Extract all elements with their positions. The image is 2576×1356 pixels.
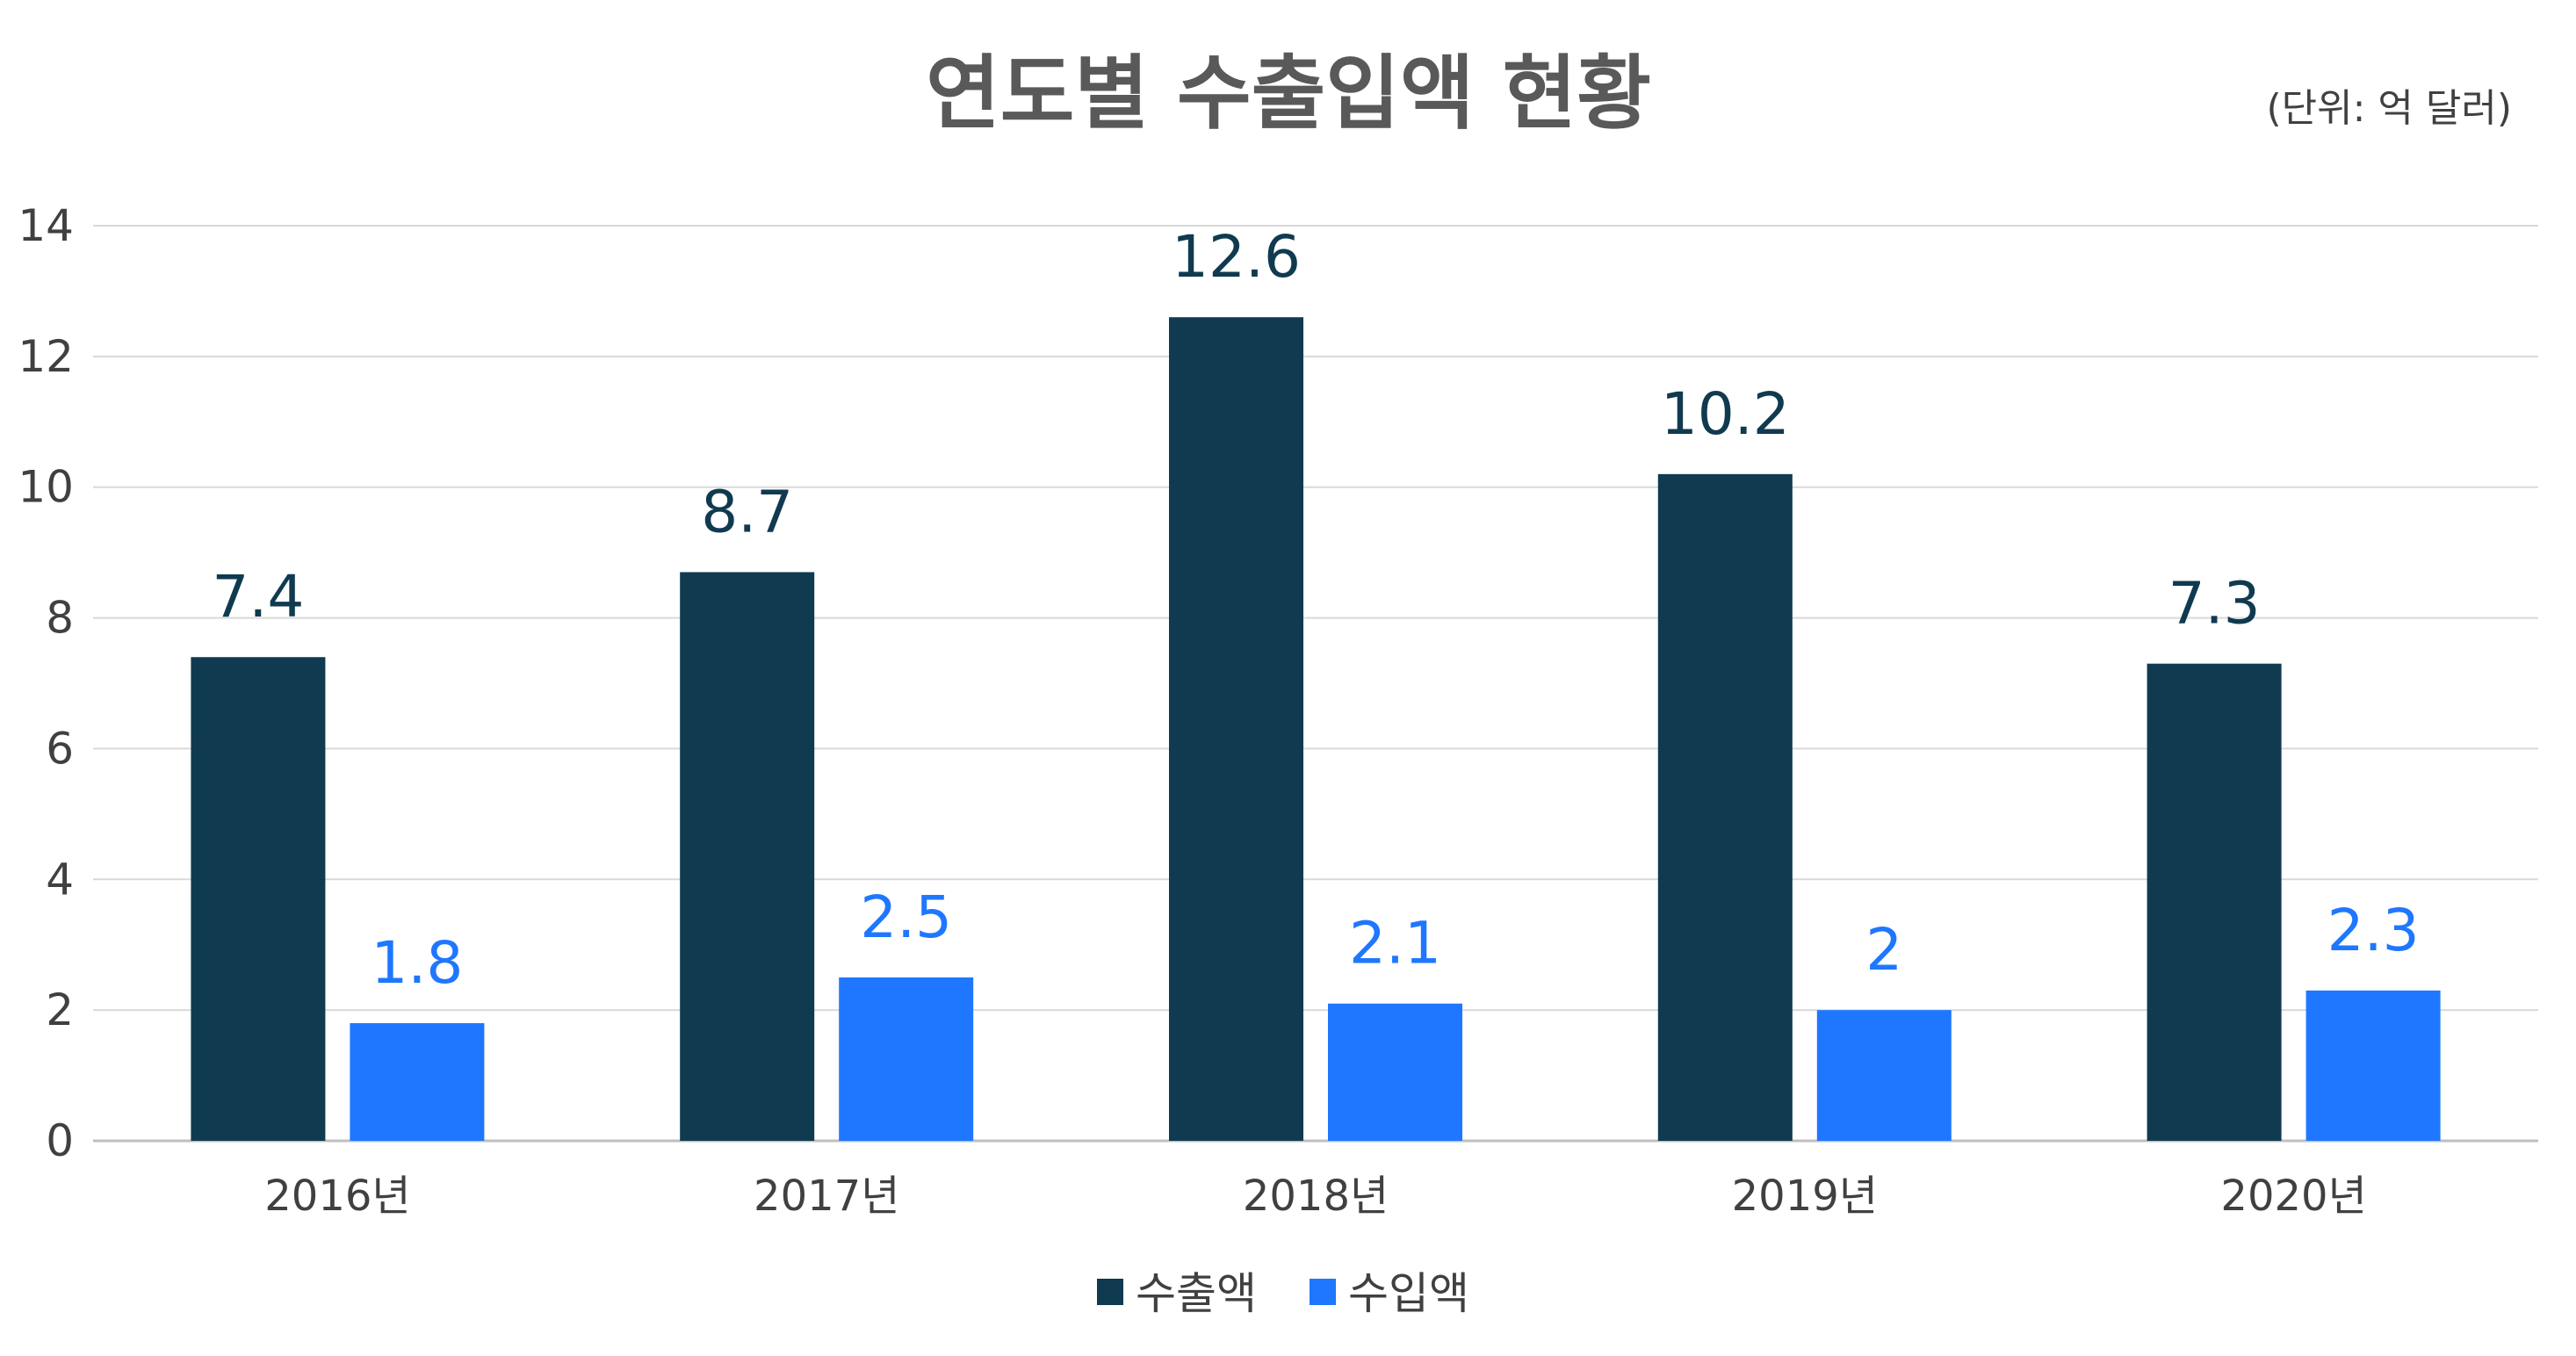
legend-swatch	[1310, 1279, 1336, 1305]
bar-export	[191, 657, 326, 1141]
y-tick-label: 12	[18, 331, 74, 382]
data-label: 2.5	[860, 884, 952, 951]
data-label: 2.3	[2327, 897, 2420, 964]
data-label: 10.2	[1661, 380, 1790, 448]
gridlines	[93, 225, 2538, 1143]
bar-export	[1657, 473, 1793, 1141]
bar-import	[1816, 1010, 1952, 1141]
x-tick-label: 2018년	[1243, 1172, 1389, 1221]
x-tick-label: 2016년	[264, 1172, 410, 1221]
y-tick-label: 10	[18, 462, 74, 513]
bars	[191, 317, 2441, 1141]
x-axis-ticks: 2016년 2017년 2018년 2019년 2020년	[264, 1172, 2367, 1221]
y-tick-label: 6	[46, 723, 74, 774]
y-tick-label: 8	[46, 593, 74, 644]
data-label: 1.8	[371, 929, 463, 997]
legend: 수출액 수입액	[1097, 1268, 1469, 1319]
bar-export	[2147, 663, 2282, 1141]
data-label: 7.3	[2168, 570, 2261, 638]
bar-import	[350, 1023, 485, 1141]
data-label: 7.4	[212, 563, 304, 631]
data-label: 8.7	[701, 478, 793, 545]
y-tick-label: 4	[46, 854, 74, 905]
bar-export	[1169, 317, 1303, 1141]
data-label: 2	[1865, 916, 1902, 984]
bar-import	[2305, 990, 2441, 1141]
bar-export	[680, 572, 815, 1141]
x-tick-label: 2017년	[754, 1172, 899, 1221]
data-labels: 7.4 1.8 8.7 2.5 12.6 2.1 10.2 2 7.3 2.3	[212, 223, 2419, 997]
x-tick-label: 2020년	[2220, 1172, 2366, 1221]
unit-note: (단위: 억 달러)	[2266, 86, 2512, 131]
x-tick-label: 2019년	[1732, 1172, 1878, 1221]
legend-label: 수출액	[1136, 1268, 1257, 1319]
bar-import	[1328, 1003, 1462, 1141]
y-tick-label: 2	[46, 985, 74, 1035]
chart-title: 연도별 수출입액 현황	[926, 47, 1651, 141]
y-axis-ticks: 0 2 4 6 8 10 12 14	[18, 200, 74, 1166]
legend-label: 수입액	[1348, 1268, 1469, 1319]
data-label: 12.6	[1172, 223, 1301, 291]
legend-swatch	[1097, 1279, 1123, 1305]
y-tick-label: 14	[18, 200, 74, 251]
y-tick-label: 0	[46, 1115, 74, 1166]
data-label: 2.1	[1349, 910, 1441, 977]
bar-import	[839, 977, 974, 1141]
